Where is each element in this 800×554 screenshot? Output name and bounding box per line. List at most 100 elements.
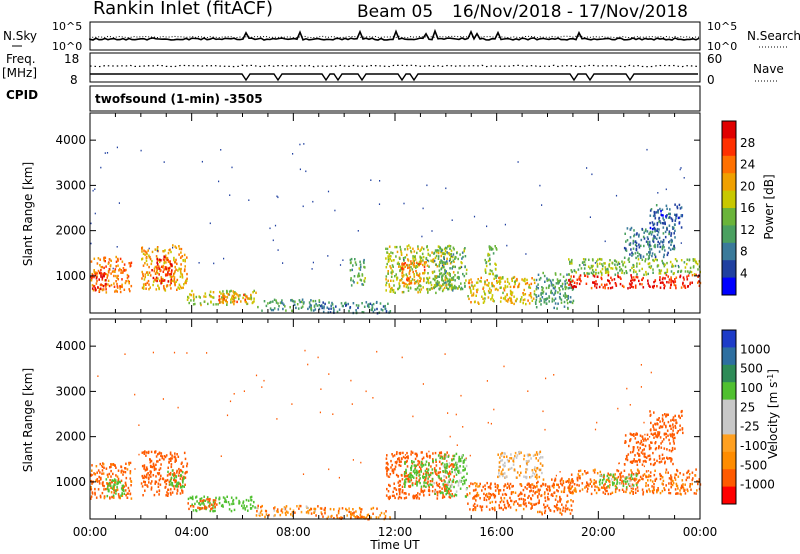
data-cell — [154, 451, 156, 454]
data-cell — [114, 483, 116, 487]
data-cell — [406, 456, 408, 459]
data-cell — [498, 469, 500, 472]
data-cell — [682, 487, 685, 490]
data-cell — [510, 457, 513, 460]
data-cell — [649, 244, 652, 248]
data-cell — [602, 286, 605, 289]
data-cell — [453, 485, 455, 489]
data-cell — [143, 480, 145, 483]
data-cell — [97, 286, 99, 289]
data-cell — [439, 284, 441, 287]
data-cell — [674, 478, 677, 481]
data-cell — [635, 441, 638, 444]
data-cell — [405, 468, 407, 472]
data-cell — [499, 456, 501, 459]
data-cell — [679, 472, 681, 475]
data-cell — [666, 457, 669, 460]
data-cell — [686, 278, 689, 281]
data-cell — [553, 505, 556, 508]
data-cell — [470, 291, 472, 294]
data-cell — [650, 447, 652, 450]
data-cell — [261, 513, 264, 516]
data-cell — [430, 465, 432, 468]
data-cell — [491, 500, 494, 504]
data-cell — [448, 492, 450, 495]
data-cell — [291, 309, 293, 312]
data-cell — [557, 483, 559, 487]
noise-sky-trace — [89, 28, 700, 41]
data-cell — [513, 280, 516, 283]
data-cell — [121, 278, 123, 281]
data-cell — [101, 265, 104, 269]
data-cell — [452, 478, 455, 481]
data-cell — [454, 481, 457, 484]
data-cell — [635, 478, 638, 481]
data-cell — [126, 496, 129, 499]
data-cell — [554, 478, 557, 482]
data-cell — [580, 267, 583, 270]
data-cell — [142, 283, 145, 286]
data-cell — [90, 279, 93, 282]
data-cell — [670, 243, 672, 246]
data-cell — [171, 483, 173, 487]
data-cell — [337, 509, 340, 513]
data-cell — [435, 275, 438, 278]
data-cell — [446, 286, 448, 289]
data-cell — [406, 248, 409, 251]
data-cell — [389, 484, 391, 488]
data-cell — [445, 247, 448, 250]
data-cell — [553, 491, 555, 495]
data-cell — [559, 495, 561, 499]
data-cell — [479, 279, 481, 283]
data-cell — [226, 296, 228, 299]
data-cell — [250, 296, 253, 300]
data-cell — [439, 456, 441, 460]
data-cell — [143, 278, 146, 281]
data-cell — [442, 288, 445, 291]
data-cell — [166, 273, 169, 277]
data-cell — [372, 397, 374, 399]
data-cell — [102, 285, 105, 288]
data-cell — [623, 469, 626, 472]
data-cell — [178, 267, 180, 270]
data-cell — [390, 259, 393, 262]
data-cell — [165, 479, 168, 482]
data-cell — [485, 505, 488, 508]
data-cell — [540, 484, 543, 488]
data-cell — [291, 403, 293, 405]
data-cell — [615, 194, 618, 197]
data-cell — [350, 513, 353, 516]
data-cell — [448, 479, 450, 482]
data-cell — [160, 474, 162, 477]
data-cell — [385, 462, 388, 465]
data-cell — [646, 489, 648, 493]
data-cell — [657, 209, 659, 212]
data-cell — [279, 301, 282, 305]
data-cell — [399, 488, 402, 491]
data-cell — [147, 279, 150, 283]
data-cell — [553, 510, 556, 513]
data-cell — [209, 290, 212, 293]
data-cell — [645, 228, 647, 231]
data-cell — [192, 505, 194, 508]
data-cell — [510, 293, 512, 296]
data-cell — [616, 481, 619, 484]
data-cell — [672, 434, 674, 437]
data-cell — [688, 476, 690, 479]
data-cell — [415, 280, 418, 283]
data-cell — [222, 290, 224, 293]
data-cell — [338, 308, 341, 311]
data-cell — [438, 288, 441, 291]
data-cell — [204, 292, 207, 295]
time-tick-label: 08:00 — [276, 525, 311, 539]
data-cell — [436, 265, 439, 268]
data-cell — [553, 486, 555, 489]
data-cell — [649, 226, 652, 230]
data-cell — [398, 460, 401, 464]
data-cell — [520, 298, 522, 301]
data-cell — [212, 499, 215, 502]
data-cell — [564, 285, 566, 288]
data-cell — [267, 302, 269, 305]
data-cell — [385, 266, 388, 269]
data-cell — [493, 506, 496, 509]
